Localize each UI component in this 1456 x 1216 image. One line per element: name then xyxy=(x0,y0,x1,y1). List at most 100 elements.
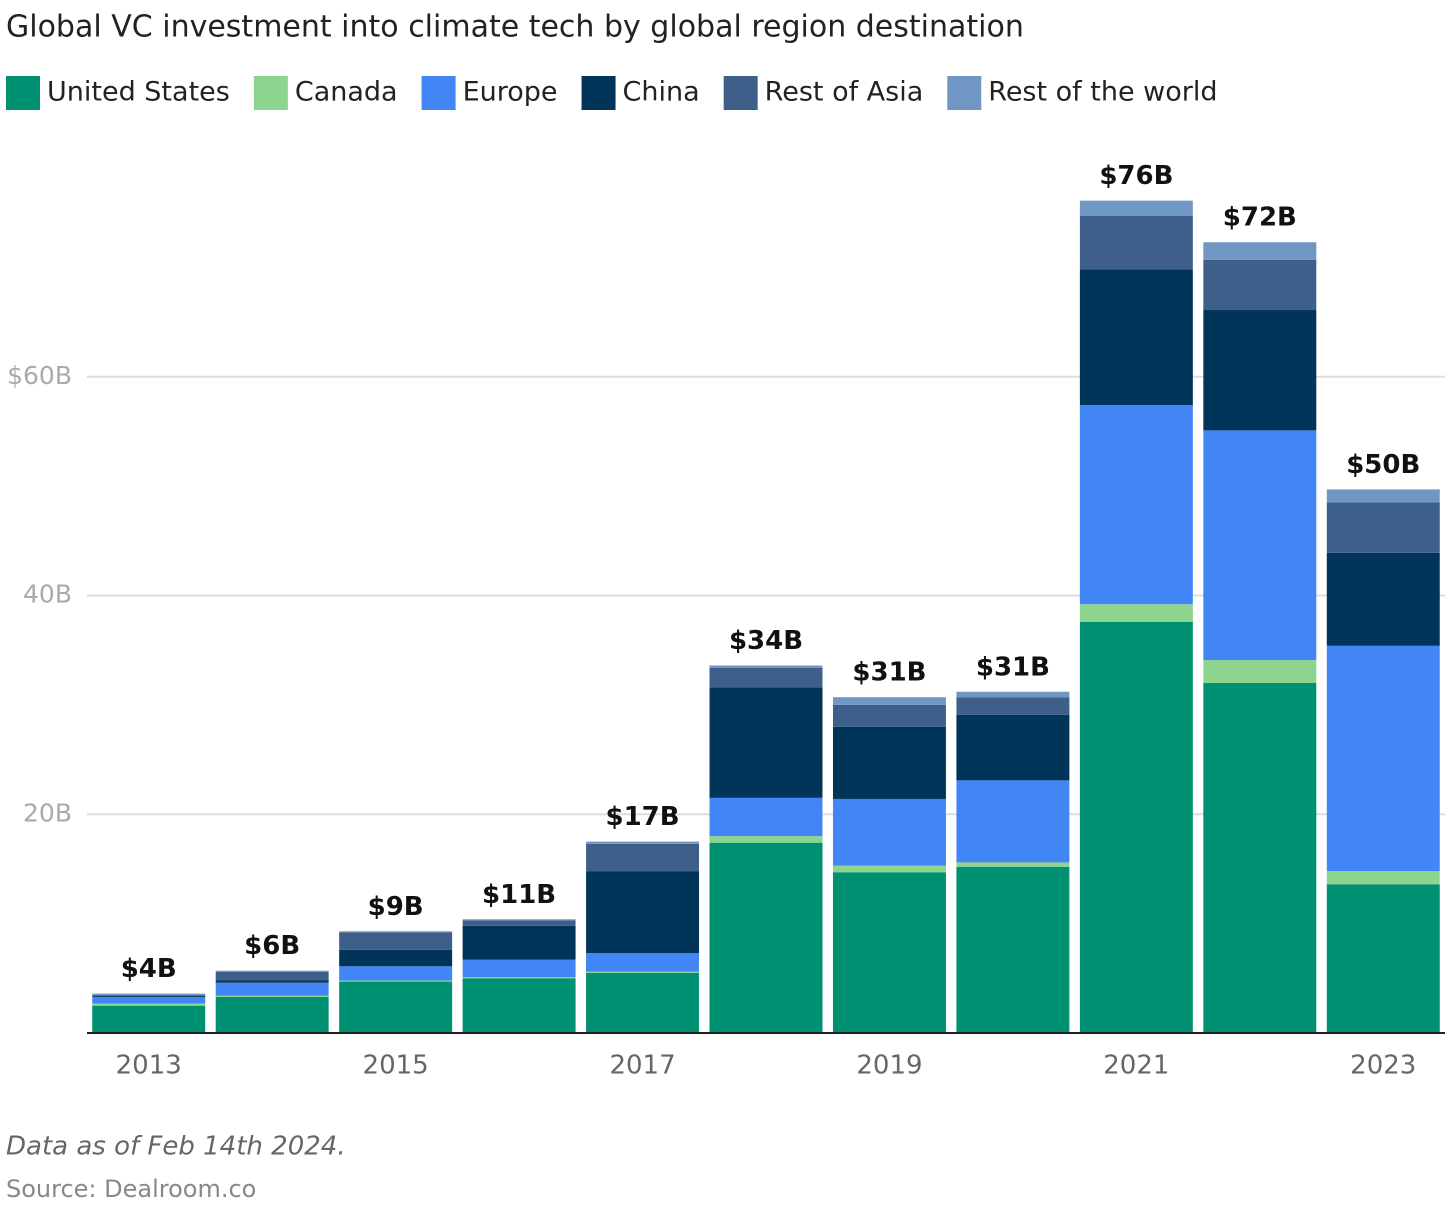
bar-segment xyxy=(586,972,700,1033)
total-label: $76B xyxy=(1099,161,1173,191)
total-label: $72B xyxy=(1223,203,1297,233)
bar-segment xyxy=(462,919,576,921)
bar-segment xyxy=(462,959,576,978)
bar-segment xyxy=(586,971,700,973)
legend-label: United States xyxy=(47,77,230,108)
bar-segment xyxy=(586,871,700,954)
bar-segment xyxy=(215,970,329,972)
bar-segment xyxy=(709,667,823,688)
legend-swatch xyxy=(581,76,616,110)
total-label: $31B xyxy=(976,652,1050,682)
bar-segment xyxy=(1079,405,1193,605)
bar-segment xyxy=(1079,200,1193,216)
legend-label: Rest of Asia xyxy=(765,77,924,108)
note: Data as of Feb 14th 2024. xyxy=(6,1132,346,1162)
bar-segment xyxy=(832,704,946,727)
bar-segment xyxy=(462,977,576,979)
total-label: $17B xyxy=(605,802,679,832)
legend-label: Rest of the world xyxy=(988,77,1217,108)
bar-segment xyxy=(1079,621,1193,1033)
bar-segment xyxy=(462,920,576,926)
bar-segment xyxy=(1079,269,1193,406)
bar-segment xyxy=(339,966,453,981)
bar-segment xyxy=(339,932,453,950)
bar-segment xyxy=(1326,645,1440,872)
bar-segment xyxy=(339,980,453,982)
bar-segment xyxy=(339,981,453,1033)
bar-segment xyxy=(956,697,1070,715)
bar-segment xyxy=(709,797,823,837)
legend-label: Canada xyxy=(295,77,398,108)
bar-segment xyxy=(92,993,206,995)
bar-segment xyxy=(215,980,329,983)
bar-segment xyxy=(709,687,823,798)
legend-swatch xyxy=(253,76,288,110)
bar-segment xyxy=(92,1005,206,1033)
bar-segment xyxy=(586,953,700,972)
bar-segment xyxy=(832,798,946,866)
bar-segment xyxy=(1203,660,1317,683)
bar-segment xyxy=(1203,430,1317,661)
bar-segment xyxy=(1326,552,1440,646)
bar-segment xyxy=(462,978,576,1033)
bar-segment xyxy=(462,925,576,960)
legend-swatch xyxy=(6,76,40,110)
bar-segment xyxy=(1326,489,1440,503)
bar-segment xyxy=(956,691,1070,698)
x-tick-label: 2019 xyxy=(856,1051,922,1081)
bar-segment xyxy=(1203,683,1317,1033)
bar-segment xyxy=(339,931,453,933)
bar-segment xyxy=(215,982,329,996)
bar-segment xyxy=(709,842,823,1033)
bar-segment xyxy=(956,862,1070,867)
y-tick-label: 40B xyxy=(23,580,72,609)
total-label: $31B xyxy=(852,658,926,688)
bar-segment xyxy=(586,843,700,872)
bar-segment xyxy=(1326,502,1440,553)
bar-segment xyxy=(956,780,1070,863)
chart-title: Global VC investment into climate tech b… xyxy=(6,10,1024,45)
bar-segment xyxy=(832,872,946,1033)
bar-segment xyxy=(1203,242,1317,260)
bar-segment xyxy=(1203,259,1317,311)
total-label: $4B xyxy=(121,954,177,984)
bar-segment xyxy=(832,726,946,799)
total-label: $34B xyxy=(729,626,803,656)
x-tick-label: 2023 xyxy=(1350,1051,1416,1081)
bar-segment xyxy=(1079,215,1193,270)
bar-segment xyxy=(92,996,206,1004)
bar-segment xyxy=(832,865,946,873)
bar-segment xyxy=(1326,871,1440,885)
bar-segment xyxy=(92,995,206,997)
x-tick-label: 2017 xyxy=(609,1051,675,1081)
bar-segment xyxy=(92,994,206,996)
bar-segment xyxy=(215,996,329,1033)
bar-segment xyxy=(215,971,329,981)
legend-label: Europe xyxy=(463,77,558,108)
y-tick-label: $60B xyxy=(7,361,72,390)
source: Source: Dealroom.co xyxy=(6,1175,256,1203)
total-label: $50B xyxy=(1346,450,1420,480)
legend-swatch xyxy=(421,76,456,110)
bar-segment xyxy=(1079,604,1193,622)
x-tick-label: 2013 xyxy=(116,1051,182,1081)
total-label: $9B xyxy=(368,892,424,922)
legend-swatch xyxy=(947,76,982,110)
bar-segment xyxy=(956,714,1070,781)
x-tick-label: 2021 xyxy=(1103,1051,1169,1081)
legend-swatch xyxy=(723,76,758,110)
bar-segment xyxy=(1326,884,1440,1033)
total-label: $6B xyxy=(244,931,300,961)
bar-segment xyxy=(709,665,823,668)
legend-label: China xyxy=(623,77,700,108)
x-tick-label: 2015 xyxy=(363,1051,429,1081)
bar-segment xyxy=(586,841,700,844)
bar-segment xyxy=(92,1003,206,1006)
y-tick-label: 20B xyxy=(23,798,72,827)
bar-segment xyxy=(339,949,453,967)
bar-segment xyxy=(956,866,1070,1033)
bar-segment xyxy=(709,836,823,843)
bar-segment xyxy=(215,995,329,997)
bar-segment xyxy=(1203,310,1317,431)
